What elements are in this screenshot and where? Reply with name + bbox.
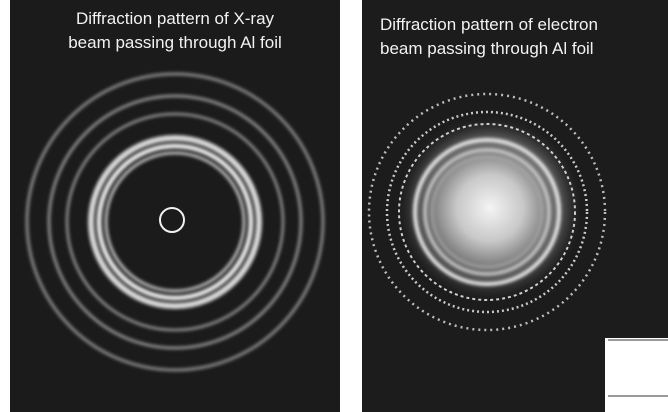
rings [367,92,607,332]
overlay-box [605,338,668,412]
central-ring [159,207,185,233]
caption-line: Diffraction pattern of X-ray [76,9,275,28]
xray-panel: Diffraction pattern of X-ray beam passin… [10,0,340,412]
rings [25,72,325,372]
caption-line: beam passing through Al foil [68,33,282,52]
panel-background [10,0,340,412]
electron-panel: Diffraction pattern of electron beam pas… [362,0,668,412]
caption-line: beam passing through Al foil [380,39,594,58]
caption-line: Diffraction pattern of electron [380,15,598,34]
